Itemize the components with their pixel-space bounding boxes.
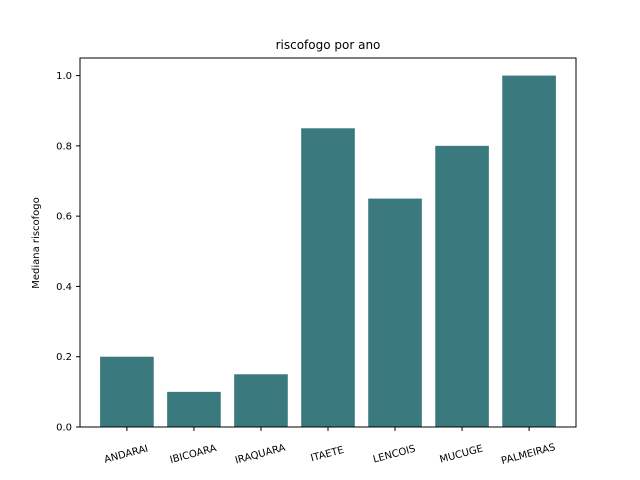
plot-frame (79, 57, 577, 428)
bar-iraquara (234, 374, 288, 427)
x-tick-label: MUCUGE (439, 444, 485, 466)
bars-group (100, 75, 556, 428)
chart-title: riscofogo por ano (276, 38, 381, 52)
bar-lencois (368, 198, 422, 427)
x-tick-label: IRAQUARA (234, 443, 287, 467)
bar-mucuge (435, 145, 489, 427)
y-ticks-group: 0.0 0.2 0.4 0.6 0.8 1.0 (56, 71, 80, 434)
bar-ibicoara (167, 391, 221, 427)
x-tick-label: ANDARAI (103, 443, 149, 465)
y-tick-label: 0.8 (56, 141, 72, 152)
x-tick-label: IBICOARA (169, 443, 218, 466)
x-tick-label: LENCOIS (372, 444, 417, 466)
y-tick-label: 0.2 (56, 352, 72, 363)
y-tick-label: 0.0 (56, 423, 72, 434)
y-tick-label: 1.0 (56, 71, 72, 82)
y-tick-label: 0.4 (56, 282, 72, 293)
x-ticks-group: ANDARAI IBICOARA IRAQUARA ITAETE LENCOIS MUCU… (103, 427, 557, 467)
y-tick-label: 0.6 (56, 212, 72, 223)
bar-itaete (301, 128, 355, 428)
y-axis-label: Mediana riscofogo (31, 197, 42, 289)
bar-palmeiras (502, 75, 556, 428)
x-tick-label: ITAETE (310, 445, 346, 464)
bar-andarai (100, 356, 154, 427)
x-tick-label: PALMEIRAS (500, 442, 556, 467)
